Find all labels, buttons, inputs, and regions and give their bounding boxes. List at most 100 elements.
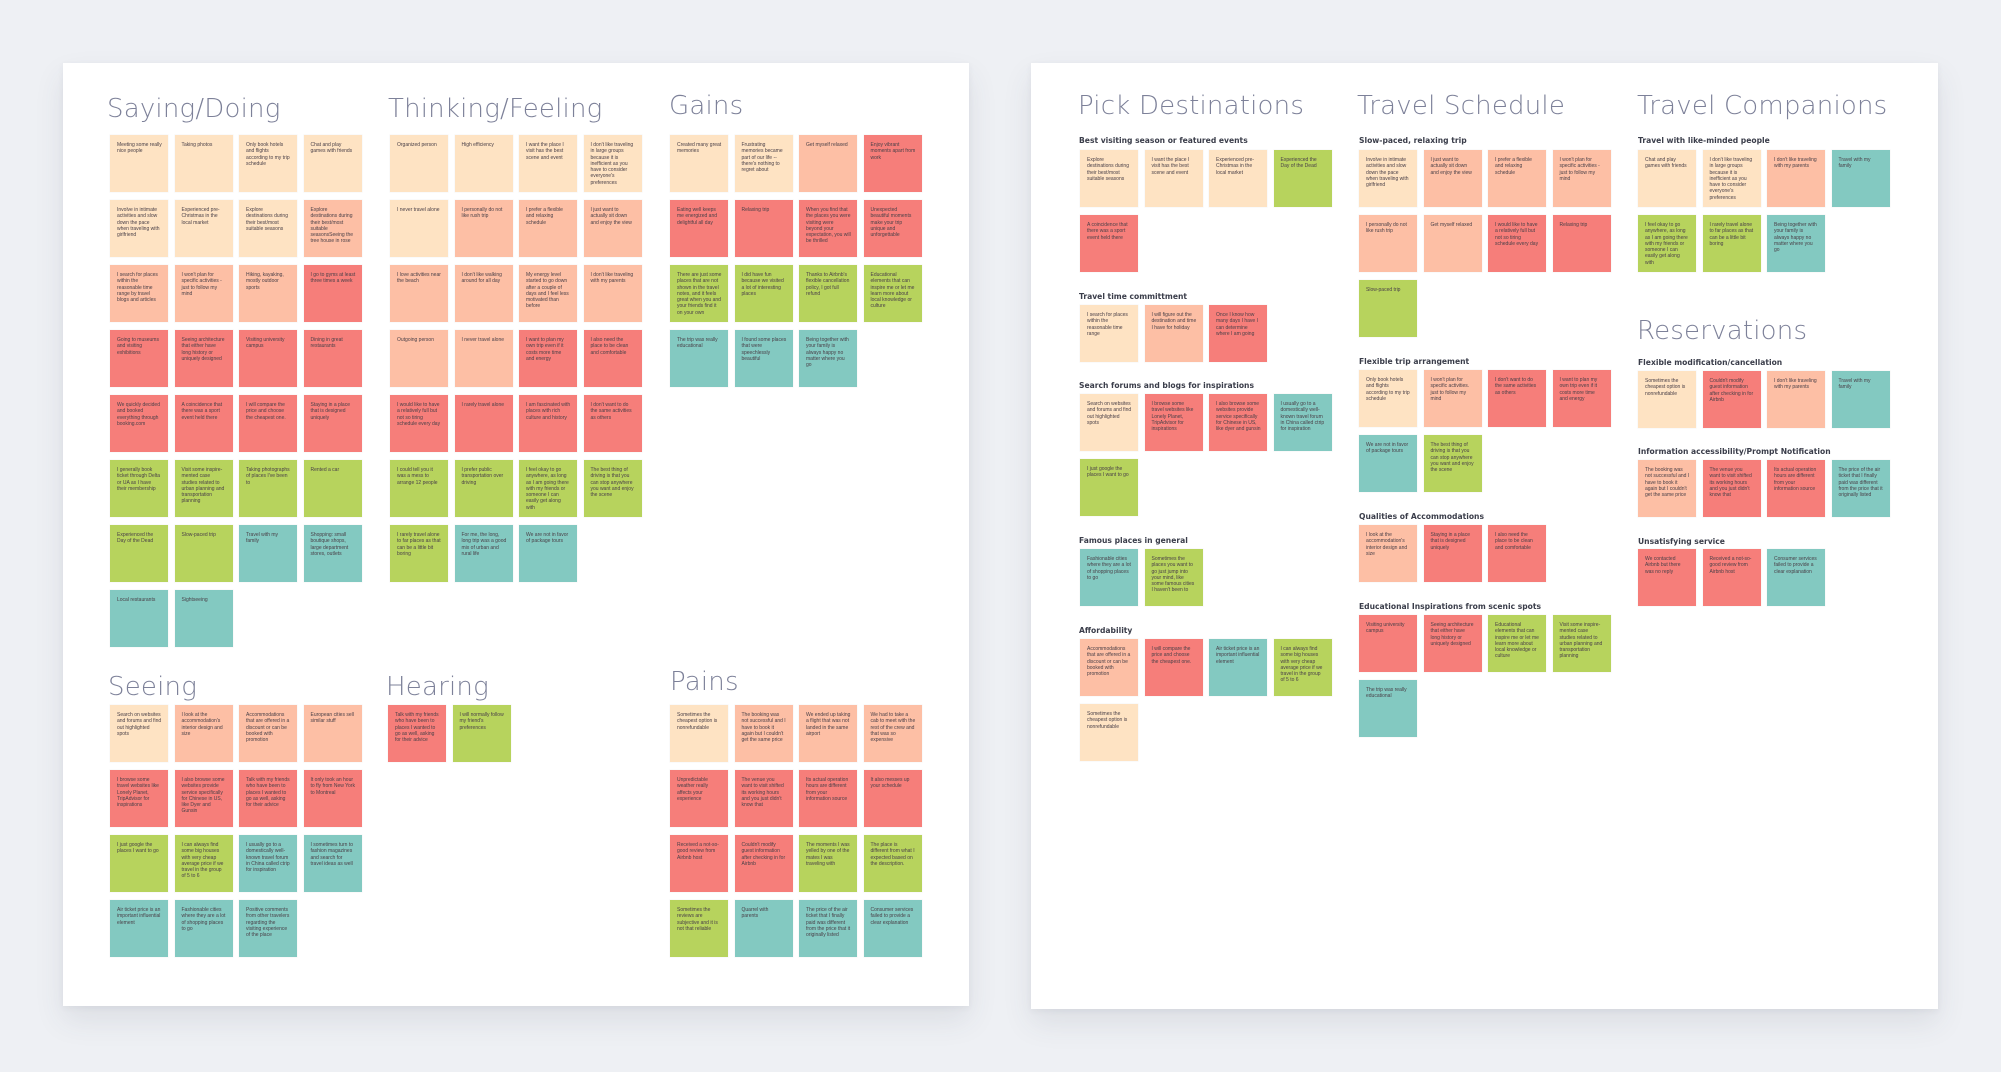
sticky-note[interactable]: I sometimes turn to fashion magazines an… [303, 835, 362, 892]
sticky-note[interactable]: I would like to have a relatively full b… [1488, 215, 1546, 272]
sticky-note[interactable]: Experienced pre-Christmas in the local m… [174, 200, 233, 257]
sticky-note[interactable]: Talk with my friends who have been to pl… [388, 705, 446, 762]
sticky-note[interactable]: Received a not-so-good review from Airbn… [1702, 549, 1761, 606]
sticky-note[interactable]: Talk with my friends who have been to pl… [239, 770, 297, 827]
sticky-note[interactable]: Meeting some really nice people [110, 135, 168, 192]
sticky-note[interactable]: Dining in great restaurants [303, 330, 362, 387]
sticky-note[interactable]: The price of the air ticket that I final… [799, 900, 857, 957]
sticky-note[interactable]: I never travel alone [390, 200, 448, 257]
sticky-note[interactable]: I don't like walking around for all day [454, 265, 513, 322]
sticky-note[interactable]: I found some places that were speechless… [734, 330, 793, 387]
sticky-note[interactable]: For me, the long, long trip was a good m… [454, 525, 513, 582]
sticky-note[interactable]: Shopping: small boutique shops, large de… [303, 525, 362, 582]
sticky-note[interactable]: Hiking, kayaking, mostly outdoor sports [239, 265, 297, 322]
sticky-note[interactable]: I personally do not like rush trip [1359, 215, 1417, 272]
sticky-note[interactable]: The best thing of driving is that you ca… [1423, 435, 1482, 492]
sticky-note[interactable]: Chat and play games with friends [303, 135, 362, 192]
sticky-note[interactable]: Local restaurants [110, 590, 168, 647]
sticky-note[interactable]: Visiting university campus [1359, 615, 1417, 672]
sticky-note[interactable]: Sometimes the places you want to go just… [1144, 549, 1203, 606]
sticky-note[interactable]: I also browse some websites provide serv… [174, 770, 233, 827]
sticky-note[interactable]: Quarrel with parents [734, 900, 793, 957]
sticky-note[interactable]: Consumer services failed to provide a cl… [863, 900, 922, 957]
sticky-note[interactable]: Unpredictable weather really affects you… [670, 770, 728, 827]
sticky-note[interactable]: Staying in a place that is designed uniq… [303, 395, 362, 452]
sticky-note[interactable]: I go to gyms at least three times a week [303, 265, 362, 322]
sticky-note[interactable]: Air ticket price is an important influen… [1209, 639, 1267, 696]
sticky-note[interactable]: I will normally follow my friend's prefe… [452, 705, 511, 762]
sticky-note[interactable]: Fashionable cities where they are a lot … [174, 900, 233, 957]
sticky-note[interactable]: I want to plan my own trip even if it co… [1552, 370, 1611, 427]
sticky-note[interactable]: Couldn't modify guest information after … [1702, 371, 1761, 428]
sticky-note[interactable]: Chat and play games with friends [1638, 150, 1696, 207]
sticky-note[interactable]: I rarely travel alone to far places as t… [1702, 215, 1761, 272]
sticky-note[interactable]: I feel okay to go anywhere, as long as I… [1638, 215, 1696, 272]
sticky-note[interactable]: Going to museums and visiting exhibition… [110, 330, 168, 387]
sticky-note[interactable]: Its actual operation hours are different… [799, 770, 857, 827]
sticky-note[interactable]: We quickly decided and booked everything… [110, 395, 168, 452]
sticky-note[interactable]: I also need the place to be clean and co… [1488, 525, 1546, 582]
sticky-note[interactable]: The booking was not successful and I hav… [734, 705, 793, 762]
sticky-note[interactable]: I prefer a flexible and relaxing schedul… [1488, 150, 1546, 207]
sticky-note[interactable]: There are just some places that are not … [670, 265, 728, 322]
sticky-note[interactable]: I also need the place to be clean and co… [583, 330, 642, 387]
sticky-note[interactable]: We ended up taking a flight that was not… [799, 705, 857, 762]
sticky-note[interactable]: I can always find some big houses with v… [1273, 639, 1332, 696]
sticky-note[interactable]: Air ticket price is an important influen… [110, 900, 168, 957]
sticky-note[interactable]: We are not in favor of package tours [1359, 435, 1417, 492]
sticky-note[interactable]: High efficiency [454, 135, 513, 192]
sticky-note[interactable]: I just want to actually sit down and enj… [1423, 150, 1482, 207]
sticky-note[interactable]: I will figure out the destination and ti… [1144, 305, 1203, 362]
sticky-note[interactable]: I don't like traveling with my parents [1767, 371, 1825, 428]
sticky-note[interactable]: I won't plan for specific activities. ju… [1423, 370, 1482, 427]
sticky-note[interactable]: Involve in intimate activities and slow … [110, 200, 168, 257]
sticky-note[interactable]: I browse some travel websites like Lonel… [1144, 394, 1203, 451]
sticky-note[interactable]: I am fascinated with places with rich cu… [519, 395, 577, 452]
sticky-note[interactable]: Outgoing person [390, 330, 448, 387]
sticky-note[interactable]: I can always find some big houses with v… [174, 835, 233, 892]
sticky-note[interactable]: The trip was really educational [670, 330, 728, 387]
sticky-note[interactable]: European cities sell similar stuff [303, 705, 362, 762]
sticky-note[interactable]: Experienced the Day of the Dead [1273, 150, 1332, 207]
sticky-note[interactable]: I usually go to a domestically well-know… [1273, 394, 1332, 451]
sticky-note[interactable]: Eating well keeps me energized and delig… [670, 200, 728, 257]
sticky-note[interactable]: Frustrating memories became part of our … [734, 135, 793, 192]
sticky-note[interactable]: I could tell you it was a mess to arrang… [390, 460, 448, 517]
sticky-note[interactable]: I won't plan for specific activities - j… [1552, 150, 1611, 207]
sticky-note[interactable]: Seeing architecture that either have lon… [1423, 615, 1482, 672]
sticky-note[interactable]: I just google the places I want to go [1080, 459, 1138, 516]
sticky-note[interactable]: I prefer public transportation over driv… [454, 460, 513, 517]
sticky-note[interactable]: I never travel alone [454, 330, 513, 387]
sticky-note[interactable]: I rarely travel alone to far places as t… [390, 525, 448, 582]
sticky-note[interactable]: Taking photos [174, 135, 233, 192]
sticky-note[interactable]: I prefer a flexible and relaxing schedul… [519, 200, 577, 257]
sticky-note[interactable]: Slow-paced trip [174, 525, 233, 582]
sticky-note[interactable]: I don't want to do the same activities a… [583, 395, 642, 452]
sticky-note[interactable]: I will compare the price and choose the … [239, 395, 297, 452]
sticky-note[interactable]: Once I know how many days I have I can d… [1209, 305, 1267, 362]
sticky-note[interactable]: Accommodations that are offered in a dis… [239, 705, 297, 762]
sticky-note[interactable]: Visit some inspire-mented case studies r… [174, 460, 233, 517]
sticky-note[interactable]: Experienced pre-Christmas in the local m… [1209, 150, 1267, 207]
sticky-note[interactable]: I just google the places I want to go [110, 835, 168, 892]
sticky-note[interactable]: Only book hotels and flights according t… [1359, 370, 1417, 427]
sticky-note[interactable]: Staying in a place that is designed uniq… [1423, 525, 1482, 582]
sticky-note[interactable]: Being together with your family is alway… [1767, 215, 1825, 272]
sticky-note[interactable]: Seeing architecture that either have lon… [174, 330, 233, 387]
sticky-note[interactable]: I personally do not like rush trip [454, 200, 513, 257]
sticky-note[interactable]: Only book hotels and flights according t… [239, 135, 297, 192]
sticky-note[interactable]: I would like to have a relatively full b… [390, 395, 448, 452]
sticky-note[interactable]: Taking photographs of places I've been t… [239, 460, 297, 517]
sticky-note[interactable]: I want to plan my own trip even if it co… [519, 330, 577, 387]
sticky-note[interactable]: I love activities near the beach [390, 265, 448, 322]
sticky-note[interactable]: I won't plan for specific activities - j… [174, 265, 233, 322]
sticky-note[interactable]: Get myself relaxed [1423, 215, 1482, 272]
sticky-note[interactable]: The place is different from what I expec… [863, 835, 922, 892]
sticky-note[interactable]: Relaxing trip [734, 200, 793, 257]
sticky-note[interactable]: I feel okay to go anywhere, as long as I… [519, 460, 577, 517]
sticky-note[interactable]: I don't like traveling with my parents [1767, 150, 1825, 207]
sticky-note[interactable]: Created many great memories [670, 135, 728, 192]
sticky-note[interactable]: Search on websites and forums and find o… [110, 705, 168, 762]
sticky-note[interactable]: I look at the accommodation's interior d… [174, 705, 233, 762]
sticky-note[interactable]: Sometimes the cheapest option is nonrefu… [1638, 371, 1696, 428]
